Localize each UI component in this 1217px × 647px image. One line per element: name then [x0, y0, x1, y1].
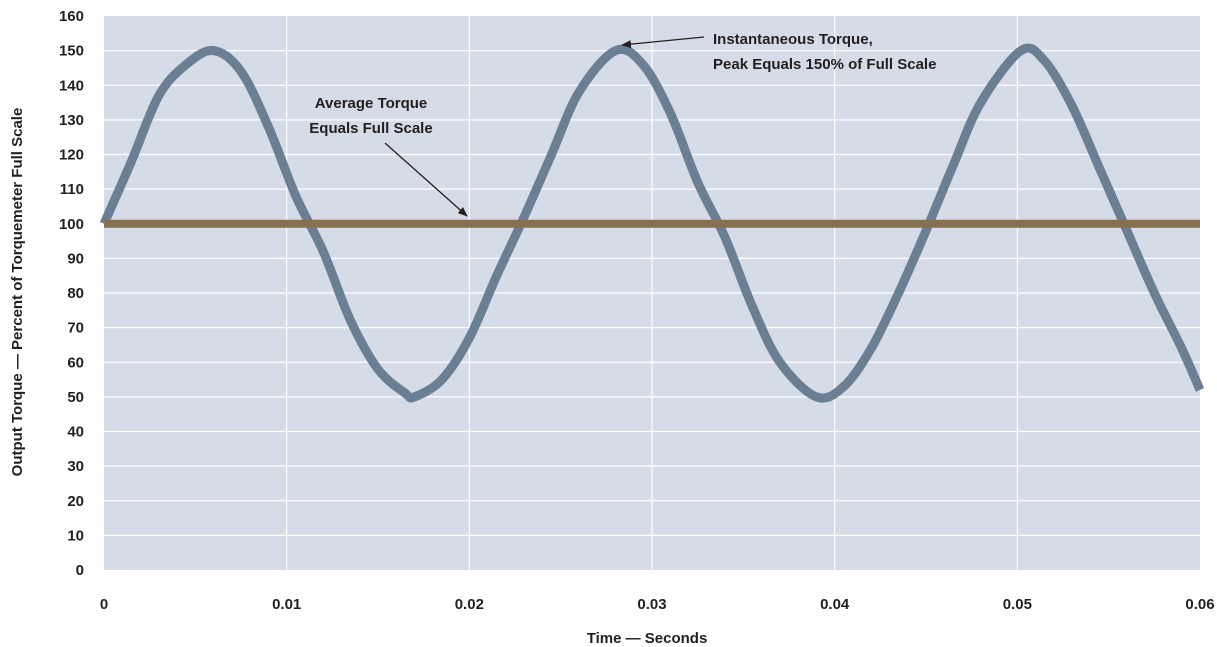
- y-tick-label: 150: [59, 43, 84, 60]
- y-tick-label: 60: [67, 354, 84, 371]
- y-tick-label: 70: [67, 320, 84, 337]
- annotation-average-line2: Equals Full Scale: [309, 120, 432, 137]
- y-tick-label: 30: [67, 458, 84, 475]
- y-tick-label: 10: [67, 527, 84, 544]
- y-tick-label: 0: [76, 562, 84, 579]
- y-tick-label: 160: [59, 8, 84, 25]
- y-tick-label: 100: [59, 216, 84, 233]
- x-tick-labels: 0 0.01 0.02 0.03 0.04 0.05 0.06: [100, 596, 1215, 613]
- y-tick-label: 50: [67, 389, 84, 406]
- y-tick-label: 110: [60, 181, 84, 198]
- annotation-average-torque: Average Torque Equals Full Scale: [309, 95, 468, 217]
- x-tick-label: 0.04: [820, 596, 850, 613]
- x-tick-label: 0.02: [455, 596, 484, 613]
- x-tick-label: 0.05: [1003, 596, 1032, 613]
- x-tick-label: 0.03: [637, 596, 666, 613]
- annotation-instantaneous-torque: Instantaneous Torque, Peak Equals 150% o…: [621, 31, 936, 73]
- annotation-instantaneous-line1: Instantaneous Torque,: [713, 31, 873, 48]
- x-tick-label: 0.06: [1185, 596, 1214, 613]
- y-tick-label: 40: [67, 424, 84, 441]
- y-tick-labels: 0 10 20 30 40 50 60 70 80 90 100 110 120 130 140 150 160: [59, 8, 84, 579]
- x-axis-label: Time — Seconds: [587, 630, 708, 647]
- series-lines: [99, 43, 1205, 403]
- annotation-average-arrow: [384, 142, 468, 217]
- instantaneous-torque-line: [99, 43, 1205, 403]
- y-tick-label: 140: [59, 77, 84, 94]
- y-tick-label: 90: [67, 250, 84, 267]
- annotation-instantaneous-arrow: [621, 36, 705, 49]
- annotation-average-line1: Average Torque: [315, 95, 428, 112]
- y-tick-label: 130: [59, 112, 84, 129]
- y-tick-label: 20: [67, 493, 84, 510]
- y-tick-label: 80: [67, 285, 84, 302]
- annotation-instantaneous-line2: Peak Equals 150% of Full Scale: [713, 56, 936, 73]
- y-tick-label: 120: [59, 147, 84, 164]
- x-tick-label: 0.01: [272, 596, 301, 613]
- x-tick-label: 0: [100, 596, 108, 613]
- y-axis-label: Output Torque — Percent of Torquemeter F…: [9, 108, 26, 477]
